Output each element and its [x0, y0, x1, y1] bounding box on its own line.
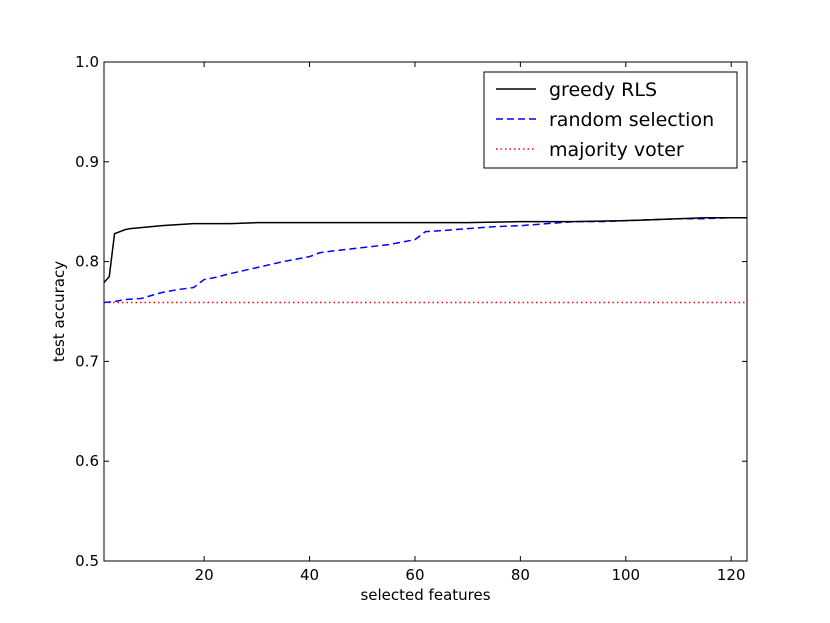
legend-label-2: majority voter: [549, 139, 684, 161]
tick-layer: 20 40 60 80 100 120 0.5 0.6 0.7 0.8 0.9 1.0: [75, 53, 747, 584]
x-tick-label-3: 80: [511, 566, 530, 584]
y-axis-label: test accuracy: [50, 261, 68, 362]
x-axis-label: selected features: [360, 586, 490, 604]
legend-label-0: greedy RLS: [549, 79, 657, 101]
x-tick-label-2: 60: [405, 566, 424, 584]
y-tick-label-1: 0.6: [75, 452, 99, 470]
x-tick-label-1: 40: [300, 566, 319, 584]
x-tick-label-5: 120: [717, 566, 746, 584]
legend: greedy RLS random selection majority voter: [483, 71, 738, 169]
y-tick-label-0: 0.5: [75, 552, 99, 570]
y-tick-label-2: 0.7: [75, 352, 99, 370]
y-tick-label-5: 1.0: [75, 53, 99, 71]
y-tick-label-4: 0.9: [75, 153, 99, 171]
legend-label-1: random selection: [549, 109, 714, 131]
legend-frame: [483, 71, 738, 169]
series-line-0: [103, 216, 747, 284]
x-tick-label-4: 100: [611, 566, 640, 584]
y-tick-label-3: 0.8: [75, 253, 99, 271]
x-tick-label-0: 20: [195, 566, 214, 584]
series-layer: [103, 216, 747, 304]
